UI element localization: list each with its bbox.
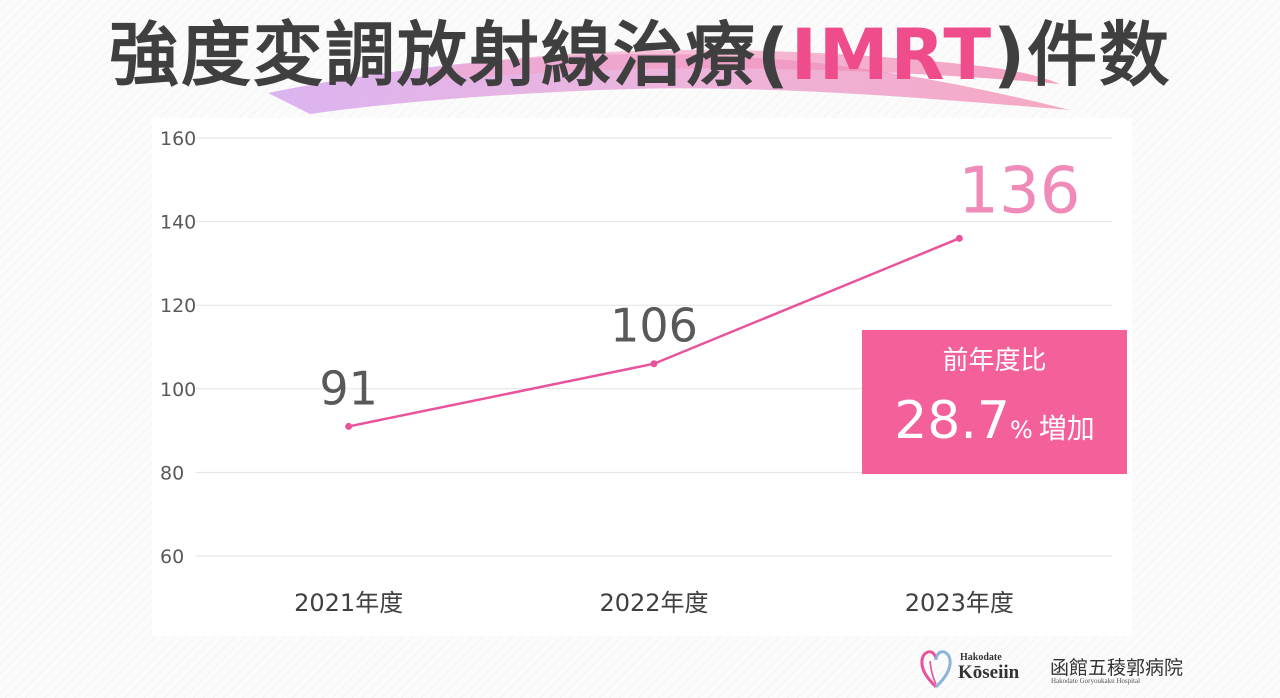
title-main-text: 強度変調放射線治療( (108, 14, 791, 96)
callout-value-row: 28.7% 増加 (862, 386, 1127, 468)
logo-sub-name: Hakodate Goryoukaku Hospital (1051, 677, 1141, 685)
callout-unit: % (1009, 416, 1033, 444)
hospital-logo: Hakodate Kōseiin 函館五稜郭病院 Hakodate Goryou… (918, 645, 1218, 691)
y-tick-label: 100 (160, 379, 196, 401)
data-label: 91 (319, 361, 378, 415)
title-area: 強度変調放射線治療(IMRT)件数 (0, 0, 1280, 125)
callout-value: 28.7 (894, 391, 1010, 451)
data-point (650, 360, 658, 368)
title-swoosh-decoration (268, 49, 1070, 114)
data-point (345, 422, 353, 430)
data-point (955, 234, 963, 242)
logo-jp-name: 函館五稜郭病院 (1050, 657, 1184, 679)
y-tick-label: 140 (160, 212, 196, 234)
data-label: 106 (610, 299, 698, 353)
callout-suffix: 増加 (1038, 412, 1095, 445)
yoy-callout-box: 前年度比 28.7% 増加 (862, 330, 1127, 474)
x-tick-label: 2022年度 (599, 589, 708, 617)
data-label: 136 (958, 154, 1080, 228)
x-tick-label: 2021年度 (294, 589, 403, 617)
y-tick-label: 120 (160, 295, 196, 317)
x-tick-label: 2023年度 (905, 589, 1014, 617)
y-tick-label: 60 (160, 546, 184, 568)
logo-en-small: Hakodate (960, 652, 1002, 663)
title-accent-text: IMRT (790, 14, 994, 96)
heart-logo-icon (920, 650, 952, 689)
page-title: 強度変調放射線治療(IMRT)件数 (0, 10, 1280, 100)
logo-en-large: Kōseiin (958, 662, 1020, 683)
y-tick-label: 160 (160, 128, 196, 150)
title-end-text: )件数 (993, 14, 1172, 96)
y-tick-label: 80 (160, 462, 184, 484)
callout-label: 前年度比 (942, 346, 1047, 376)
